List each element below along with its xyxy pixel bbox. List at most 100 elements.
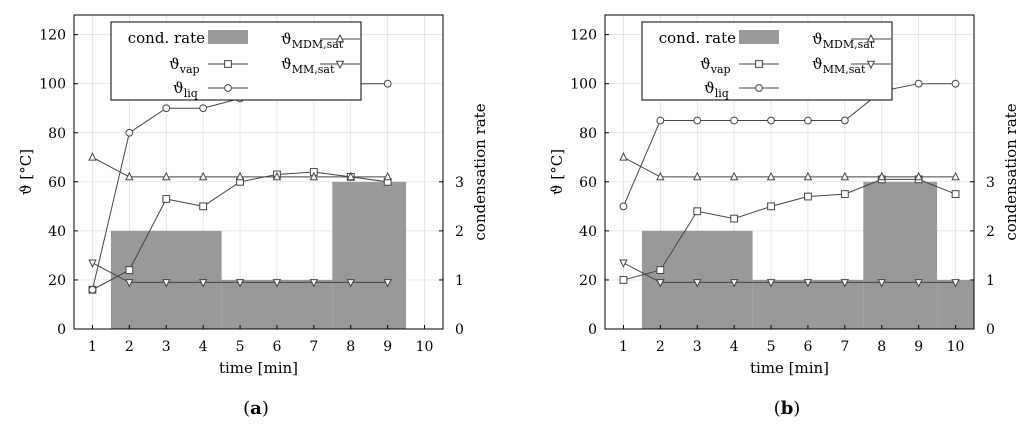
- point-vap-2: [693, 207, 702, 216]
- point-liq-8: [914, 79, 923, 88]
- point-liq-2: [693, 116, 702, 125]
- point-vap-1: [125, 266, 134, 275]
- point-vap-0: [619, 276, 628, 284]
- panel-label-b: (b): [774, 398, 801, 419]
- point-mm-sat-3: [729, 279, 739, 288]
- y2-axis-label: condensation rate: [1002, 103, 1020, 240]
- x-tick-label-9: 10: [416, 339, 434, 355]
- point-mdm-sat-8: [914, 171, 923, 181]
- y-tick-label-6: 120: [39, 28, 66, 44]
- point-mm-sat-0: [619, 259, 628, 268]
- y-axis-label: ϑ [°C]: [548, 149, 566, 195]
- legend-label-cond-rate: cond. rate: [128, 29, 205, 47]
- point-liq-0: [88, 285, 97, 294]
- series-line-mdm-sat: [623, 156, 956, 178]
- point-mm-sat-7: [877, 279, 886, 288]
- y-tick-label-4: 80: [579, 126, 597, 142]
- legend-marker-vap: [755, 60, 763, 68]
- legend-marker-mdm-sat: [335, 33, 345, 43]
- point-liq-3: [199, 104, 208, 113]
- series-line-vap: [623, 178, 956, 281]
- point-mm-sat-9: [951, 279, 960, 288]
- point-mdm-sat-6: [840, 171, 850, 181]
- point-mm-sat-7: [346, 279, 355, 288]
- x-axis-label: time [min]: [219, 359, 298, 377]
- point-mm-sat-0: [88, 259, 97, 268]
- legend-label-mm-sat: ϑMM,sat: [812, 55, 866, 76]
- x-tick-label-4: 5: [767, 339, 776, 355]
- point-mm-sat-6: [309, 279, 319, 288]
- point-mdm-sat-9: [951, 171, 960, 181]
- point-vap-1: [656, 266, 665, 275]
- plot-frame: [73, 14, 444, 330]
- point-mdm-sat-0: [619, 152, 628, 161]
- legend-marker-liq: [755, 84, 763, 92]
- series-line-mm-sat: [623, 262, 956, 283]
- cond-rate-bar-1: [752, 279, 864, 329]
- point-vap-6: [840, 190, 849, 198]
- point-mm-sat-3: [198, 279, 208, 288]
- point-mdm-sat-7: [346, 171, 355, 181]
- y2-tick-label-2: 2: [455, 224, 464, 240]
- y-tick-label-1: 20: [579, 273, 597, 289]
- y-tick-label-3: 60: [579, 175, 597, 191]
- y-tick-label-0: 0: [588, 322, 597, 338]
- x-tick-label-1: 2: [656, 339, 665, 355]
- y-tick-label-3: 60: [48, 175, 66, 191]
- legend-swatch-cond-rate: [739, 30, 779, 44]
- point-liq-9: [951, 79, 960, 88]
- point-mm-sat-1: [656, 279, 665, 288]
- cond-rate-bar-2: [332, 181, 407, 329]
- point-mdm-sat-3: [198, 171, 208, 181]
- point-liq-0: [619, 202, 628, 211]
- point-mm-sat-1: [125, 279, 134, 288]
- legend-label-mm-sat: ϑMM,sat: [281, 55, 335, 76]
- x-tick-label-3: 4: [730, 339, 739, 355]
- y2-tick-label-2: 2: [986, 224, 995, 240]
- x-tick-label-8: 9: [383, 339, 392, 355]
- point-liq-1: [125, 128, 134, 137]
- point-vap-3: [199, 202, 208, 211]
- legend-label-vap: ϑvap: [169, 55, 200, 76]
- point-mm-sat-8: [383, 279, 392, 288]
- x-tick-label-2: 3: [162, 339, 171, 355]
- y-axis-label: ϑ [°C]: [17, 149, 35, 195]
- cond-rate-bar-3: [937, 279, 974, 329]
- point-mm-sat-6: [840, 279, 850, 288]
- point-mdm-sat-8: [383, 171, 392, 181]
- cond-rate-bar-2: [863, 181, 938, 329]
- point-liq-3: [730, 116, 739, 125]
- x-tick-label-7: 8: [346, 339, 355, 355]
- point-mdm-sat-5: [803, 171, 813, 181]
- point-liq-5: [804, 116, 812, 125]
- x-tick-label-0: 1: [619, 339, 628, 355]
- point-mdm-sat-3: [729, 171, 739, 181]
- point-mm-sat-2: [162, 279, 171, 288]
- point-mdm-sat-5: [272, 171, 282, 181]
- y2-tick-label-1: 1: [455, 273, 464, 289]
- point-mm-sat-5: [803, 279, 813, 288]
- y-tick-label-6: 120: [570, 28, 597, 44]
- point-liq-4: [767, 116, 775, 125]
- point-mdm-sat-1: [656, 171, 665, 181]
- x-axis-label: time [min]: [750, 359, 829, 377]
- x-tick-label-7: 8: [877, 339, 886, 355]
- point-liq-8: [383, 79, 392, 88]
- point-mdm-sat-2: [162, 171, 171, 181]
- point-mdm-sat-0: [88, 152, 97, 161]
- x-tick-label-2: 3: [693, 339, 702, 355]
- point-vap-9: [951, 190, 960, 198]
- y2-tick-label-3: 3: [455, 175, 464, 191]
- point-mm-sat-4: [766, 279, 776, 288]
- legend-label-vap: ϑvap: [700, 55, 731, 76]
- point-mdm-sat-1: [125, 171, 134, 181]
- legend-label-liq: ϑliq: [173, 79, 198, 100]
- y-tick-label-5: 100: [39, 77, 66, 93]
- y-tick-label-1: 20: [48, 273, 66, 289]
- y-tick-label-2: 40: [579, 224, 597, 240]
- y2-tick-label-1: 1: [986, 273, 995, 289]
- cond-rate-bar-1: [221, 279, 333, 329]
- point-mdm-sat-7: [877, 171, 886, 181]
